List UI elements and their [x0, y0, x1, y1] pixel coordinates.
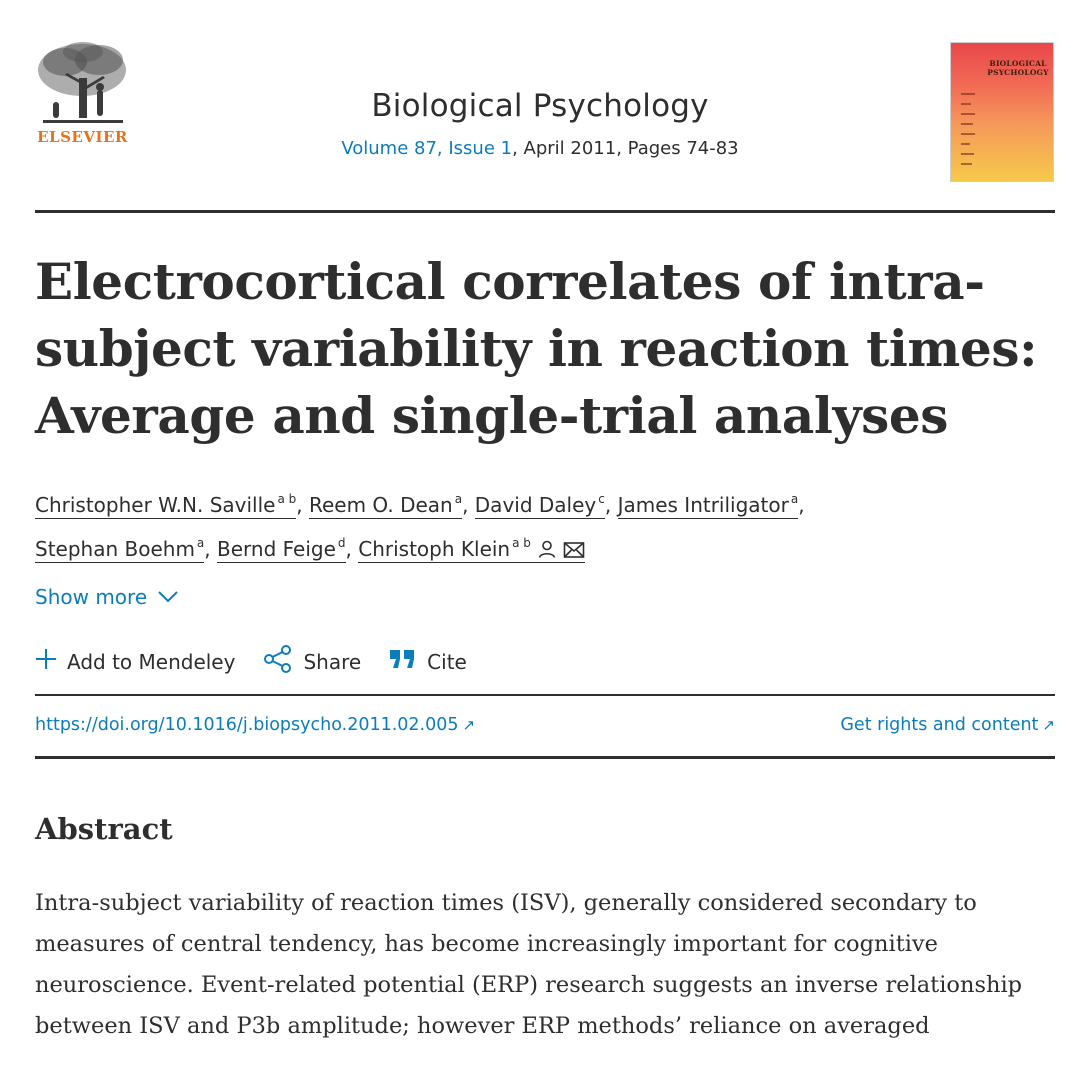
issue-details: , April 2011, Pages 74-83 — [512, 138, 739, 159]
author-link[interactable]: Stephan Boehm a — [35, 536, 205, 563]
person-icon — [537, 533, 557, 571]
add-to-mendeley-button[interactable]: Add to Mendeley — [35, 648, 235, 675]
cite-button[interactable]: Cite — [389, 648, 467, 675]
share-label: Share — [303, 649, 362, 674]
corresponding-author-link[interactable]: Christoph Klein a b — [358, 536, 585, 563]
author-affiliation: a b — [277, 492, 297, 506]
journal-info: Biological Psychology Volume 87, Issue 1… — [235, 88, 845, 159]
author-affiliation: d — [337, 536, 346, 550]
quote-icon — [389, 648, 417, 675]
show-more-label: Show more — [35, 585, 148, 609]
link-label: https://doi.org/10.1016/j.biopsycho.2011… — [35, 715, 459, 735]
abstract-text: Intra-subject variability of reaction ti… — [35, 890, 1023, 1039]
author-separator: , — [604, 493, 618, 517]
journal-header: ELSEVIER Biological Psychology Volume 87… — [35, 40, 1055, 185]
share-icon — [263, 644, 293, 679]
chevron-down-icon — [157, 585, 179, 609]
author-name: James Intriligator — [617, 493, 789, 517]
elsevier-tree-logo[interactable]: ELSEVIER — [35, 40, 130, 150]
header-divider — [35, 210, 1055, 213]
author-link[interactable]: Christopher W.N. Saville a b — [35, 492, 297, 519]
issue-line: Volume 87, Issue 1, April 2011, Pages 74… — [235, 138, 845, 159]
author-name: Reem O. Dean — [308, 493, 453, 517]
share-button[interactable]: Share — [263, 644, 361, 679]
author-name: Bernd Feige — [217, 537, 336, 561]
author-link[interactable]: James Intriligator a — [617, 492, 799, 519]
publisher-wordmark: ELSEVIER — [37, 128, 128, 146]
author-separator: , — [296, 493, 309, 517]
actions-divider — [35, 694, 1055, 696]
author-name: Stephan Boehm — [35, 537, 195, 561]
journal-title[interactable]: Biological Psychology — [371, 88, 709, 124]
author-affiliation: a — [790, 492, 799, 506]
author-separator: , — [345, 537, 359, 561]
doi-link[interactable]: https://doi.org/10.1016/j.biopsycho.2011… — [35, 715, 475, 735]
author-separator: , — [204, 537, 217, 561]
article-title: Electrocortical correlates of intra-subj… — [35, 252, 1038, 445]
envelope-icon — [563, 533, 585, 571]
author-link[interactable]: Bernd Feige d — [217, 536, 346, 563]
external-link-icon: ↗ — [462, 716, 476, 734]
cover-title: BIOLOGICAL PSYCHOLOGY — [987, 59, 1049, 77]
author-link[interactable]: Reem O. Dean a — [308, 492, 463, 519]
doi-divider — [35, 756, 1055, 759]
author-name: Christoph Klein — [358, 537, 511, 561]
show-more-button[interactable]: Show more — [35, 585, 179, 609]
author-affiliation: a b — [512, 536, 531, 550]
link-label: Get rights and content — [840, 715, 1039, 735]
get-rights-link[interactable]: Get rights and content ↗ — [840, 715, 1055, 735]
author-link[interactable]: David Daley c — [474, 492, 605, 519]
author-name: Christopher W.N. Saville — [35, 493, 276, 517]
journal-cover-image[interactable]: BIOLOGICAL PSYCHOLOGY — [950, 42, 1054, 182]
external-link-icon: ↗ — [1042, 716, 1055, 734]
mendeley-label: Add to Mendeley — [67, 649, 236, 674]
author-list: Christopher W.N. Saville a b, Reem O. Dea… — [35, 480, 1045, 571]
abstract-heading: Abstract — [35, 812, 173, 846]
author-affiliation: a — [454, 492, 463, 506]
plus-icon — [35, 648, 57, 675]
article-actions: Add to Mendeley Share Cite — [35, 644, 495, 679]
author-separator: , — [462, 493, 475, 517]
author-affiliation: a — [196, 536, 205, 550]
cite-label: Cite — [427, 649, 467, 674]
issue-link[interactable]: Volume 87, Issue 1 — [341, 138, 513, 159]
doi-row: https://doi.org/10.1016/j.biopsycho.2011… — [35, 713, 1055, 743]
author-affiliation: c — [598, 492, 605, 506]
author-separator: , — [798, 493, 805, 517]
author-name: David Daley — [474, 493, 597, 517]
